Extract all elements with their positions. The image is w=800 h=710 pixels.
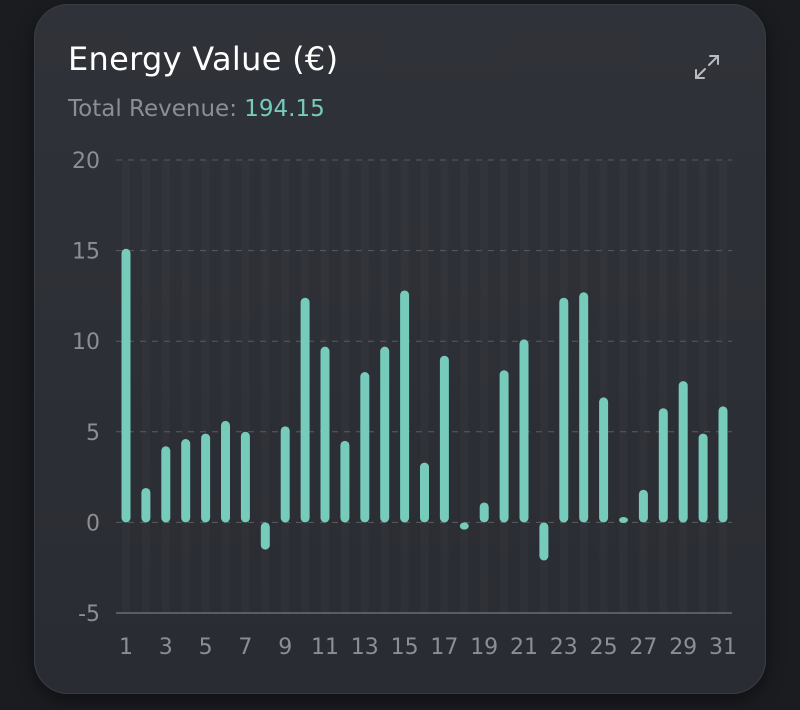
column-stripe (460, 160, 468, 613)
bar-day-7 (240, 431, 250, 523)
column-stripe (241, 160, 249, 613)
grid-layer (116, 159, 732, 614)
x-tick-label: 1 (119, 635, 133, 660)
bar-day-15 (400, 290, 410, 523)
x-tick-label: 17 (430, 635, 458, 660)
x-tick-label: 27 (629, 635, 657, 660)
card-title: Energy Value (€) (68, 40, 339, 78)
bar-day-1 (121, 248, 131, 523)
bar-day-21 (519, 339, 529, 523)
bar-day-8 (260, 522, 270, 550)
bar-day-12 (340, 440, 350, 523)
total-revenue: Total Revenue: 194.15 (68, 96, 325, 122)
bar-day-17 (439, 355, 449, 523)
x-tick-label: 19 (470, 635, 498, 660)
bar-day-23 (559, 297, 569, 523)
x-tick-label: 3 (159, 635, 173, 660)
bar-day-5 (201, 433, 211, 523)
x-axis-ticks: 1 3 5 7 9 11 13 15 17 19 21 23 25 27 29 31 (119, 635, 737, 660)
x-tick-label: 9 (278, 635, 292, 660)
total-revenue-value: 194.15 (244, 96, 325, 122)
column-stripe (600, 160, 608, 613)
column-stripe (202, 160, 210, 613)
bar-day-3 (161, 446, 171, 523)
bar-day-20 (499, 370, 509, 523)
expand-icon-glyph (695, 55, 719, 79)
bar-day-25 (599, 397, 609, 523)
bar-day-22 (539, 522, 549, 561)
expand-icon[interactable] (692, 52, 722, 82)
x-tick-label: 11 (311, 635, 339, 660)
bar-day-13 (360, 372, 370, 523)
column-stripe (341, 160, 349, 613)
bar-day-27 (638, 489, 648, 523)
bar-day-28 (658, 408, 668, 523)
y-tick-label: 0 (86, 511, 100, 536)
bar-day-9 (280, 426, 290, 523)
x-tick-label: 21 (510, 635, 538, 660)
x-tick-label: 31 (709, 635, 737, 660)
bar-day-30 (698, 433, 708, 523)
x-tick-label: 15 (391, 635, 419, 660)
column-stripe (620, 160, 628, 613)
x-tick-label: 25 (590, 635, 618, 660)
bar-day-6 (221, 420, 230, 523)
bar-day-16 (420, 462, 429, 523)
bar-day-14 (380, 346, 390, 523)
column-stripe (480, 160, 488, 613)
column-stripe (699, 160, 707, 613)
column-stripe (281, 160, 289, 613)
x-tick-label: 23 (550, 635, 578, 660)
bars-layer (121, 248, 728, 561)
total-revenue-label: Total Revenue: (68, 96, 237, 122)
bar-day-26 (619, 516, 628, 523)
column-stripe (719, 160, 727, 613)
column-stripe (639, 160, 647, 613)
x-tick-label: 13 (351, 635, 379, 660)
y-tick-label: 15 (72, 240, 100, 265)
column-stripe (659, 160, 667, 613)
column-stripe (162, 160, 170, 613)
y-tick-label: -5 (78, 602, 100, 627)
column-stripe (142, 160, 150, 613)
bar-day-24 (579, 292, 589, 523)
bar-day-18 (459, 522, 469, 530)
y-axis-ticks: 20 15 10 5 0 -5 (72, 149, 100, 627)
bar-day-19 (479, 502, 489, 523)
y-tick-label: 5 (86, 421, 100, 446)
bar-day-4 (181, 439, 191, 523)
column-stripe (182, 160, 190, 613)
bar-day-11 (320, 346, 330, 523)
bar-day-10 (300, 297, 310, 523)
bar-day-31 (718, 406, 728, 523)
bar-day-29 (678, 381, 688, 523)
column-stripe (222, 160, 230, 613)
column-stripe (421, 160, 429, 613)
bar-day-2 (141, 487, 151, 523)
x-tick-label: 7 (238, 635, 252, 660)
energy-value-card: Energy Value (€) Total Revenue: 194.15 (34, 4, 766, 694)
y-tick-label: 20 (72, 149, 100, 174)
x-tick-label: 29 (669, 635, 697, 660)
x-tick-label: 5 (199, 635, 213, 660)
y-tick-label: 10 (72, 330, 100, 355)
